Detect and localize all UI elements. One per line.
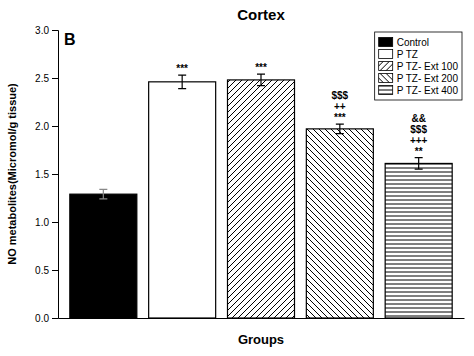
- legend-swatch: [379, 50, 393, 59]
- x-axis-line: [59, 318, 465, 319]
- y-tick: 0.0: [35, 313, 58, 324]
- error-bar: [99, 189, 107, 199]
- y-tick: 1.0: [35, 217, 58, 228]
- annotation: **: [415, 146, 423, 157]
- plot-area: 0.00.51.01.52.02.53.0******$$$++***&&$$$…: [35, 25, 464, 324]
- legend-frame: [375, 32, 462, 100]
- y-axis: 0.0 0.5 1.0 1.5 2.0 2.5 3.0: [35, 25, 58, 324]
- bar: [385, 163, 452, 318]
- y-tick-mark: [52, 318, 58, 319]
- legend-label: P TZ- Ext 400: [397, 85, 459, 96]
- y-tick-label: 2.5: [35, 73, 49, 84]
- y-tick-label: 3.0: [35, 25, 49, 36]
- y-axis-line: [52, 31, 59, 319]
- annotation: ++: [334, 101, 346, 112]
- legend-label: Control: [397, 37, 429, 48]
- chart-container: 0.00.51.01.52.02.53.0******$$$++***&&$$$…: [0, 0, 474, 356]
- marks: [70, 74, 452, 318]
- y-tick: 1.5: [35, 169, 58, 180]
- y-tick: 3.0: [35, 25, 58, 36]
- bar: [306, 129, 373, 318]
- x-axis: [59, 318, 465, 319]
- x-axis-title: Groups: [238, 332, 284, 347]
- legend-item: P TZ- Ext 400: [379, 85, 459, 96]
- y-tick-mark: [52, 30, 58, 31]
- y-tick: 2.5: [35, 73, 58, 84]
- error-bar: [257, 74, 265, 86]
- y-tick-mark: [52, 126, 58, 127]
- error-bar: [178, 75, 186, 88]
- y-tick-label: 1.0: [35, 217, 49, 228]
- legend-item: P TZ: [379, 49, 418, 60]
- annotation: +++: [410, 135, 428, 146]
- legend-item: Control: [379, 37, 429, 48]
- y-tick: 0.5: [35, 265, 58, 276]
- legend-item: P TZ- Ext 100: [379, 61, 459, 72]
- y-tick-mark: [52, 78, 58, 79]
- annotation: $$$: [331, 90, 348, 101]
- legend-label: P TZ- Ext 200: [397, 73, 459, 84]
- bar: [70, 194, 137, 318]
- legend-label: P TZ: [397, 49, 418, 60]
- chart-svg: 0.00.51.01.52.02.53.0******$$$++***&&$$$…: [0, 0, 474, 356]
- annotation: &&: [411, 113, 425, 124]
- y-tick-mark: [52, 174, 58, 175]
- annotations: ******$$$++***&&$$$+++**: [176, 62, 427, 157]
- bar: [149, 82, 216, 318]
- y-tick-mark: [52, 270, 58, 271]
- y-axis-title: NO metabolites(Micromol/g tissue): [6, 83, 18, 265]
- y-tick-mark: [52, 222, 58, 223]
- y-tick-label: 0.0: [35, 313, 49, 324]
- panel-label: B: [64, 31, 76, 48]
- legend-label: P TZ- Ext 100: [397, 61, 459, 72]
- title: Cortex: [237, 6, 285, 23]
- annotation: ***: [334, 112, 346, 123]
- bar: [227, 80, 294, 318]
- y-tick: 2.0: [35, 121, 58, 132]
- y-tick-label: 2.0: [35, 121, 49, 132]
- annotation: $$$: [410, 124, 427, 135]
- y-tick-label: 0.5: [35, 265, 49, 276]
- legend-swatch: [379, 62, 393, 71]
- legend: ControlP TZP TZ- Ext 100P TZ- Ext 200P T…: [375, 32, 462, 100]
- annotation: ***: [255, 62, 267, 73]
- legend-swatch: [379, 86, 393, 95]
- legend-item: P TZ- Ext 200: [379, 73, 459, 84]
- legend-swatch: [379, 74, 393, 83]
- error-bar: [415, 158, 423, 170]
- error-bar: [336, 124, 344, 134]
- legend-swatch: [379, 38, 393, 47]
- annotation: ***: [176, 63, 188, 74]
- y-tick-label: 1.5: [35, 169, 49, 180]
